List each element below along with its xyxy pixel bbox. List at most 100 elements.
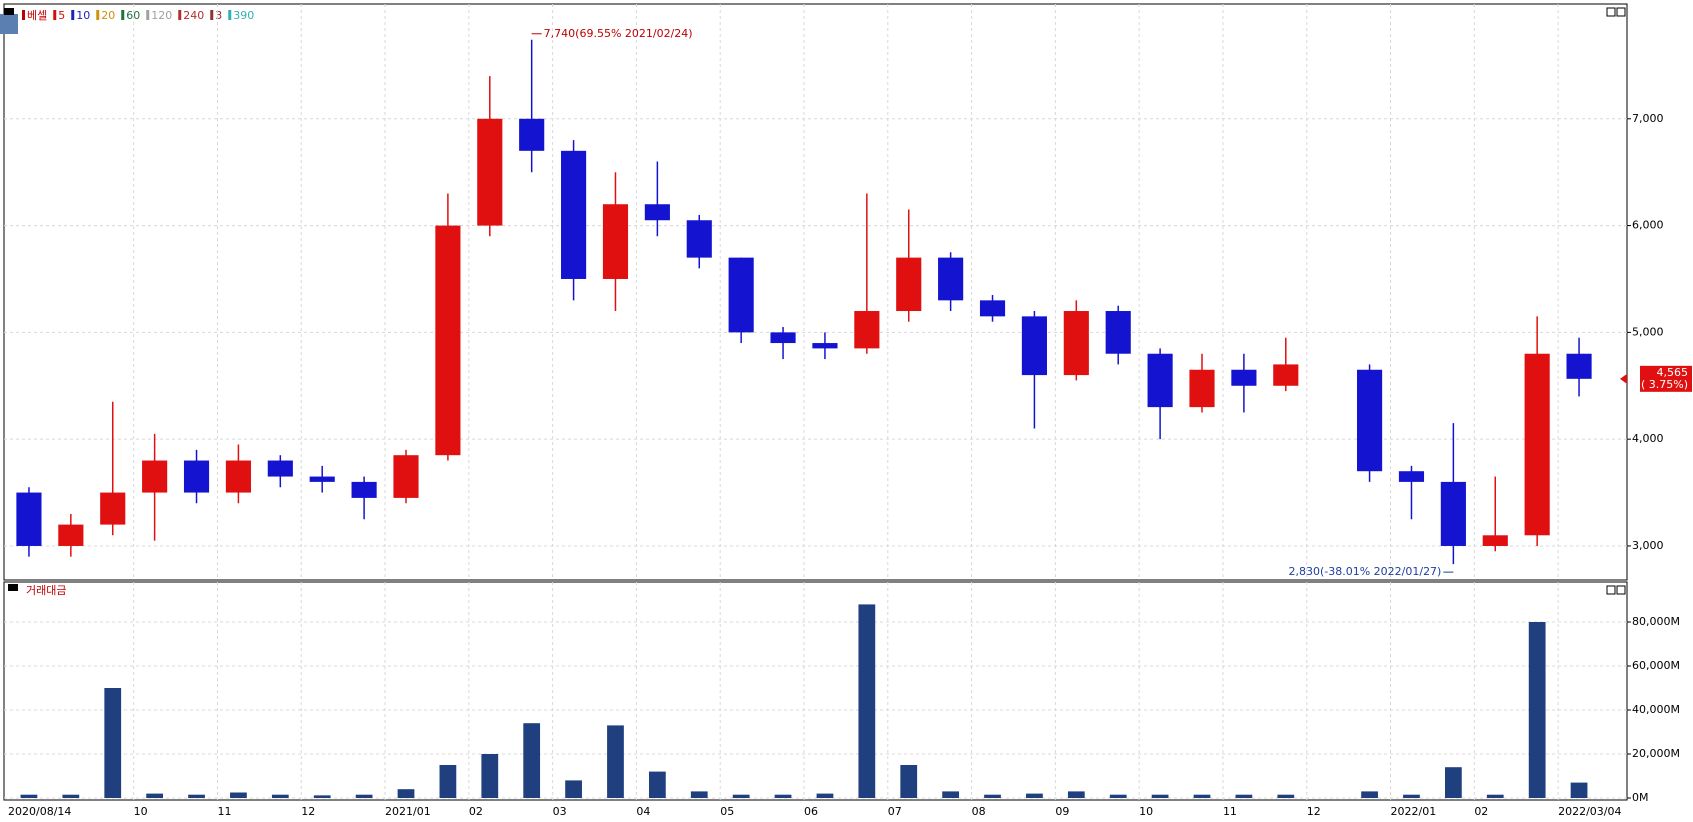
price-panel xyxy=(3,3,1628,581)
volume-title: 거래대금 xyxy=(26,584,66,597)
volume-bar xyxy=(1486,794,1504,798)
candle-body xyxy=(435,225,461,456)
candle-body xyxy=(100,492,126,525)
y-tick-label: 6,000 xyxy=(1632,219,1664,232)
candle-body xyxy=(770,332,796,344)
volume-bar xyxy=(648,771,666,798)
x-tick-label: 11 xyxy=(217,805,231,818)
x-tick-label: 2022/03/04 xyxy=(1558,805,1621,818)
candle-body xyxy=(519,118,545,151)
candle-body xyxy=(1357,369,1383,472)
volume-bar xyxy=(1361,791,1378,798)
x-tick-label: 04 xyxy=(636,805,650,818)
candle-body xyxy=(267,460,293,477)
volume-bar xyxy=(439,765,457,798)
candle-body xyxy=(1482,535,1508,546)
volume-bar xyxy=(1109,794,1127,798)
volume-bar xyxy=(104,688,122,798)
volume-bar xyxy=(1151,794,1169,798)
volume-bar xyxy=(1235,794,1253,798)
volume-bar xyxy=(565,780,582,798)
volume-bar xyxy=(188,794,205,798)
volume-bar xyxy=(271,794,289,798)
volume-bar xyxy=(1528,622,1546,798)
legend-label: 10 xyxy=(76,9,90,22)
y-tick-label: 3,000 xyxy=(1632,539,1664,552)
legend-label: 3 xyxy=(215,9,222,22)
candle-body xyxy=(1231,369,1257,386)
x-tick-label: 07 xyxy=(888,805,902,818)
candle-body xyxy=(1147,353,1173,408)
candle-body xyxy=(1021,316,1047,376)
last-price-change: ( 3.75%) xyxy=(1641,378,1688,391)
volume-bar xyxy=(1277,794,1295,798)
candle-body xyxy=(854,311,880,349)
candle-body xyxy=(1273,364,1299,386)
y2-tick-label: 40,000M xyxy=(1632,703,1680,716)
candle-body xyxy=(477,118,503,226)
volume-bar xyxy=(1570,782,1588,798)
volume-bar xyxy=(1026,793,1043,798)
volume-bar xyxy=(62,794,80,798)
candle-body xyxy=(1105,311,1131,354)
candle-body xyxy=(1063,311,1089,376)
volume-bar xyxy=(942,791,960,798)
legend-label: 120 xyxy=(151,9,172,22)
legend-swatch xyxy=(228,10,232,20)
candle-body xyxy=(183,460,210,493)
x-tick-label: 11 xyxy=(1223,805,1237,818)
panel-button[interactable] xyxy=(1606,7,1616,17)
legend-label: 60 xyxy=(126,9,140,22)
legend-swatch xyxy=(121,10,125,20)
volume-bar xyxy=(816,793,834,798)
legend-label: 20 xyxy=(101,9,115,22)
x-tick-label: 06 xyxy=(804,805,818,818)
x-tick-label: 02 xyxy=(469,805,483,818)
candle-body xyxy=(561,150,587,279)
candle-body xyxy=(16,492,42,546)
legend-swatch xyxy=(178,10,182,20)
x-tick-label: 10 xyxy=(1139,805,1153,818)
x-tick-label: 12 xyxy=(301,805,315,818)
y2-tick-label: 60,000M xyxy=(1632,659,1680,672)
legend-swatch xyxy=(22,10,25,20)
volume-bar xyxy=(146,793,164,798)
candle-body xyxy=(812,343,838,349)
candle-body xyxy=(896,257,922,312)
volume-bar xyxy=(1403,794,1420,798)
volume-bar xyxy=(607,725,624,798)
x-tick-label: 12 xyxy=(1307,805,1321,818)
candle-body xyxy=(309,476,335,482)
candle-body xyxy=(393,455,419,498)
annotation-label: 2,830(-38.01% 2022/01/27) xyxy=(1288,565,1441,578)
x-tick-label: 2020/08/14 xyxy=(8,805,71,818)
volume-bar xyxy=(355,794,373,798)
volume-bar xyxy=(858,604,876,798)
volume-bar xyxy=(690,791,708,798)
volume-panel xyxy=(3,581,1628,801)
panel-icon xyxy=(8,584,18,591)
candle-body xyxy=(979,300,1006,317)
y2-tick-label: 20,000M xyxy=(1632,747,1680,760)
candle-body xyxy=(1566,353,1592,379)
candle-body xyxy=(1189,369,1215,408)
volume-bar xyxy=(1444,767,1462,798)
candle-body xyxy=(1440,481,1466,546)
side-button[interactable] xyxy=(0,14,18,34)
x-tick-label: 05 xyxy=(720,805,734,818)
legend-label: 240 xyxy=(183,9,204,22)
volume-bar xyxy=(523,723,541,798)
x-tick-label: 10 xyxy=(134,805,148,818)
candle-body xyxy=(58,524,84,546)
candle-body xyxy=(351,481,377,498)
candle-body xyxy=(644,204,670,221)
legend-label: 390 xyxy=(233,9,254,22)
panel-button[interactable] xyxy=(1616,7,1626,17)
legend-label: 5 xyxy=(58,9,65,22)
panel-button[interactable] xyxy=(1606,585,1616,595)
x-tick-label: 08 xyxy=(972,805,986,818)
volume-bar xyxy=(774,794,792,798)
panel-button[interactable] xyxy=(1616,585,1626,595)
candle-body xyxy=(938,257,964,301)
